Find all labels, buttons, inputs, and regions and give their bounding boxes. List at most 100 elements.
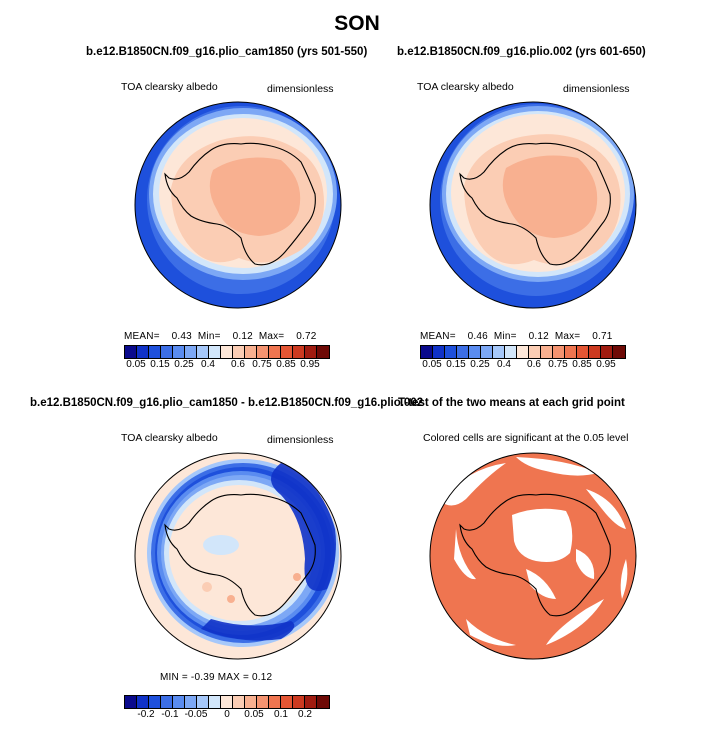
panel3-colorbar-swatch (317, 696, 329, 708)
panel1-colorbar-swatch (137, 346, 149, 358)
panel3-polar-map (134, 452, 342, 660)
panel2-colorbar-tick-label: 0.15 (446, 359, 466, 370)
panel2-colorbar-swatch (469, 346, 481, 358)
panel1-colorbar-swatch (125, 346, 137, 358)
panel2-min-label: Min= (493, 331, 517, 342)
panel2-colorbar-swatch (565, 346, 577, 358)
panel1-colorbar-tick-label: 0.75 (252, 359, 272, 370)
panel1-colorbar-swatch (221, 346, 233, 358)
panel2-colorbar-tick-label: 0.95 (596, 359, 616, 370)
panel2-case-title: b.e12.B1850CN.f09_g16.plio.002 (yrs 601-… (397, 46, 646, 58)
panel2-colorbar-swatch (529, 346, 541, 358)
panel2-variable-label: TOA clearsky albedo (417, 81, 514, 93)
panel2-min: 0.12 (528, 331, 549, 342)
panel2-max: 0.71 (592, 331, 613, 342)
panel3-colorbar-swatch (209, 696, 221, 708)
panel2-colorbar-swatch (589, 346, 601, 358)
panel2-colorbar-tick-label: 0.4 (497, 359, 511, 370)
panel1-colorbar-tick-label: 0.05 (126, 359, 146, 370)
panel3-colorbar-swatch (269, 696, 281, 708)
panel2-mean-label: MEAN= (420, 331, 456, 342)
panel1-colorbar-tick-label: 0.4 (201, 359, 215, 370)
panel1-colorbar-swatch (281, 346, 293, 358)
panel2-colorbar-swatch (493, 346, 505, 358)
panel3-colorbar-swatch (173, 696, 185, 708)
panel3-colorbar-swatch (233, 696, 245, 708)
panel1-variable-label: TOA clearsky albedo (121, 81, 218, 93)
panel2-stats: MEAN= 0.46 Min= 0.12 Max= 0.71 (420, 331, 613, 342)
panel1-colorbar-swatch (161, 346, 173, 358)
panel2-colorbar-tick-label: 0.85 (572, 359, 592, 370)
panel3-coastline (164, 493, 316, 617)
panel2-mean: 0.46 (467, 331, 488, 342)
panel1-mean-label: MEAN= (124, 331, 160, 342)
panel1-case-title: b.e12.B1850CN.f09_g16.plio_cam1850 (yrs … (86, 46, 368, 58)
panel2-colorbar-swatch (421, 346, 433, 358)
panel3-colorbar-swatch (305, 696, 317, 708)
panel2-colorbar-swatch (457, 346, 469, 358)
panel3-colorbar-tick-label: 0.1 (274, 709, 288, 720)
panel1-colorbar-tick-label: 0.25 (174, 359, 194, 370)
panel3-colorbar-swatch (125, 696, 137, 708)
panel2-colorbar-swatch (601, 346, 613, 358)
panel1-colorbar-swatch (269, 346, 281, 358)
panel3-colorbar-tick-label: -0.05 (184, 709, 208, 720)
panel2-units-label: dimensionless (563, 83, 630, 95)
panel1-stats: MEAN= 0.43 Min= 0.12 Max= 0.72 (124, 331, 317, 342)
panel2-colorbar-swatch (541, 346, 553, 358)
panel1-min-label: Min= (197, 331, 221, 342)
panel2-colorbar-swatch (553, 346, 565, 358)
panel1-colorbar-tick-label: 0.6 (231, 359, 245, 370)
panel1-colorbar-swatch (305, 346, 317, 358)
panel3-colorbar-tick-label: 0.05 (244, 709, 264, 720)
panel3-colorbar-tick-label: 0.2 (298, 709, 312, 720)
panel3-colorbar-swatch (293, 696, 305, 708)
panel3-colorbar (124, 695, 330, 709)
panel2-colorbar-swatch (445, 346, 457, 358)
panel1-colorbar-swatch (293, 346, 305, 358)
panel1-coastline (164, 142, 316, 266)
panel2-colorbar (420, 345, 626, 359)
panel1-polar-map (134, 101, 342, 309)
panel2-colorbar-swatch (505, 346, 517, 358)
panel2-polar-map (429, 101, 637, 309)
panel4-coastline (459, 493, 611, 617)
panel2-colorbar-swatch (577, 346, 589, 358)
panel1-colorbar-swatch (149, 346, 161, 358)
panel2-colorbar-swatch (481, 346, 493, 358)
panel2-max-label: Max= (554, 331, 581, 342)
panel3-colorbar-swatch (185, 696, 197, 708)
panel3-colorbar-swatch (161, 696, 173, 708)
panel2-colorbar-swatch (433, 346, 445, 358)
panel1-colorbar-swatch (209, 346, 221, 358)
panel1-min: 0.12 (232, 331, 253, 342)
panel1-colorbar-swatch (233, 346, 245, 358)
panel1-colorbar-swatch (317, 346, 329, 358)
panel1-colorbar-swatch (173, 346, 185, 358)
panel4-significance-label: Colored cells are significant at the 0.0… (423, 432, 629, 444)
panel2-coastline (459, 142, 611, 266)
panel1-mean: 0.43 (171, 331, 192, 342)
panel2-colorbar-tick-label: 0.6 (527, 359, 541, 370)
panel4-case-title: T-test of the two means at each grid poi… (398, 397, 625, 409)
panel1-max-label: Max= (258, 331, 285, 342)
panel3-colorbar-tick-label: -0.1 (161, 709, 179, 720)
panel1-colorbar-tick-label: 0.85 (276, 359, 296, 370)
panel3-colorbar-swatch (257, 696, 269, 708)
panel3-colorbar-swatch (221, 696, 233, 708)
panel1-units-label: dimensionless (267, 83, 334, 95)
panel2-colorbar-swatch (517, 346, 529, 358)
panel3-colorbar-tick-label: -0.2 (137, 709, 155, 720)
panel3-colorbar-swatch (245, 696, 257, 708)
panel1-colorbar-tick-label: 0.15 (150, 359, 170, 370)
panel1-colorbar-swatch (257, 346, 269, 358)
panel2-colorbar-tick-label: 0.05 (422, 359, 442, 370)
panel3-colorbar-swatch (197, 696, 209, 708)
panel3-colorbar-tick-label: 0 (224, 709, 230, 720)
panel2-colorbar-tick-label: 0.75 (548, 359, 568, 370)
panel3-colorbar-swatch (149, 696, 161, 708)
panel3-colorbar-swatch (137, 696, 149, 708)
panel1-colorbar-tick-label: 0.95 (300, 359, 320, 370)
panel2-colorbar-tick-label: 0.25 (470, 359, 490, 370)
